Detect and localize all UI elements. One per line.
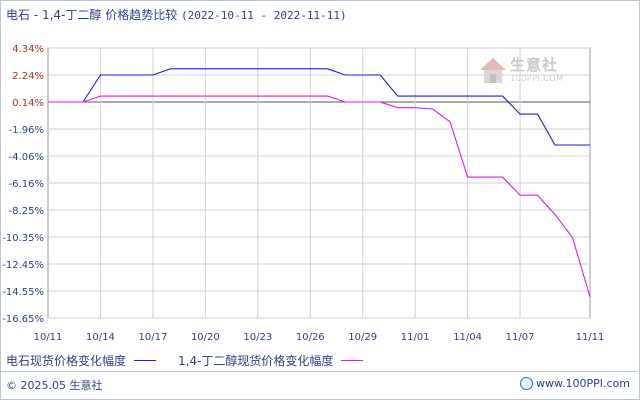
x-tick-label: 11/11	[576, 332, 605, 343]
chart-title: 电石 - 1,4-丁二醇 价格趋势比较 (2022-10-11 - 2022-1…	[6, 6, 347, 23]
chart-date-range: (2022-10-11 - 2022-11-11)	[181, 9, 347, 22]
y-tick-label: -14.55%	[2, 287, 44, 298]
y-tick-label: 4.34%	[12, 44, 44, 55]
legend-swatch	[341, 359, 364, 361]
x-tick-label: 11/01	[401, 332, 430, 343]
chart-title-main: 电石 - 1,4-丁二醇 价格趋势比较	[6, 8, 178, 22]
footer-divider	[0, 371, 638, 372]
y-tick-label: 0.14%	[12, 98, 44, 109]
y-tick-label: -8.25%	[9, 206, 44, 217]
x-tick-label: 10/29	[348, 332, 377, 343]
y-tick-label: -4.06%	[9, 152, 44, 163]
watermark-name: 生意社	[510, 56, 559, 74]
footer-site[interactable]: www.100PPI.com	[520, 377, 630, 390]
legend-label: 1,4-丁二醇现货价格变化幅度	[178, 353, 334, 368]
house-logo-icon	[480, 58, 506, 83]
legend-swatch	[134, 359, 157, 361]
footer-site-link[interactable]: www.100PPI.com	[536, 377, 630, 390]
y-tick-label: -1.96%	[9, 125, 44, 136]
x-tick-label: 10/23	[243, 332, 272, 343]
globe-icon	[520, 377, 534, 390]
x-tick-label: 10/26	[296, 332, 325, 343]
y-tick-label: -16.65%	[2, 314, 44, 325]
legend-item-bdo: 1,4-丁二醇现货价格变化幅度	[178, 352, 364, 369]
series-line-calcium-carbide	[48, 68, 590, 146]
x-tick-label: 11/04	[453, 332, 482, 343]
legend-item-calcium-carbide: 电石现货价格变化幅度	[6, 352, 157, 369]
x-tick-label: 10/11	[34, 332, 63, 343]
series-line-bdo	[48, 95, 591, 297]
y-tick-label: 2.24%	[12, 71, 44, 82]
footer-copyright: © 2025.05 生意社	[6, 379, 103, 392]
y-tick-label: -10.35%	[2, 233, 44, 244]
watermark-url: 100PPI.COM	[510, 74, 564, 83]
x-tick-label: 10/20	[191, 332, 220, 343]
legend: 电石现货价格变化幅度 1,4-丁二醇现货价格变化幅度	[6, 351, 385, 369]
y-tick-label: -6.16%	[9, 179, 44, 190]
x-tick-label: 11/07	[506, 332, 535, 343]
watermark-logo: 生意社 100PPI.COM	[478, 52, 574, 92]
x-tick-label: 10/17	[138, 332, 167, 343]
legend-label: 电石现货价格变化幅度	[6, 353, 127, 368]
x-tick-label: 10/14	[86, 332, 115, 343]
y-tick-label: -12.45%	[2, 260, 44, 271]
